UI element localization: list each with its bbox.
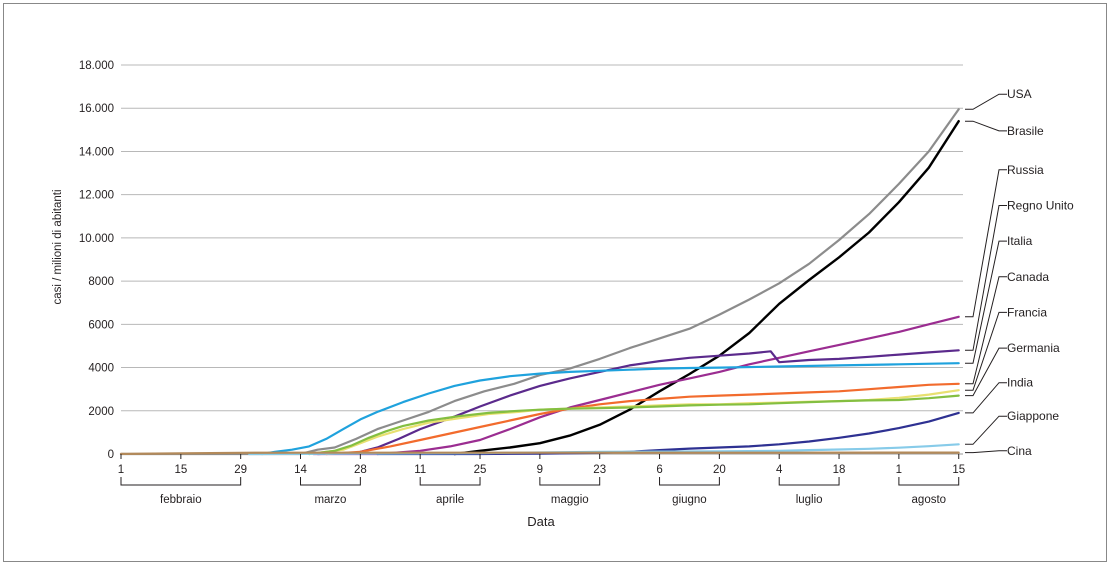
series-line-cina: [119, 451, 960, 455]
month-bracket: [539, 477, 601, 486]
series-lines: [119, 108, 960, 456]
y-tick-label: 0: [108, 449, 114, 461]
x-tick-label: 14: [294, 464, 307, 476]
end-labels: USA Brasile Russia Regno Unito Italia Canada F…: [965, 87, 1074, 458]
month-bracket: [659, 477, 720, 486]
y-tick-label: 14.000: [79, 146, 114, 158]
month-bracket: [898, 477, 960, 486]
month-label: giugno: [672, 494, 707, 506]
chart-frame: [3, 3, 1107, 562]
series-line-brasile: [453, 120, 960, 456]
series-line-canada: [325, 382, 960, 456]
series-label: Francia: [1007, 305, 1047, 319]
y-tick-label: 10.000: [79, 233, 114, 245]
x-tick-label: 18: [833, 464, 846, 476]
y-tick-label: 6000: [88, 319, 114, 331]
y-axis-label: casi / milioni di abitanti: [52, 189, 64, 304]
series-line-regno-unito: [316, 349, 960, 456]
leader-line: [965, 120, 1007, 132]
x-tick-label: 9: [537, 464, 543, 476]
x-tick-label: 28: [354, 464, 367, 476]
x-tick-label: 11: [414, 464, 426, 476]
series-label: Germania: [1007, 341, 1060, 355]
leader-line: [965, 347, 1007, 397]
leader-line: [965, 169, 1007, 318]
leader-line: [965, 382, 1007, 414]
x-tick-label: 1: [118, 464, 124, 476]
y-tick-label: 18.000: [79, 60, 114, 72]
month-bracket: [778, 477, 840, 486]
x-axis: 1 15 29 14 28 11 25 9 23 6 20 4 18 1 15 febbraio marzo ap…: [118, 454, 965, 506]
y-tick-label: 12.000: [79, 190, 114, 202]
series-label: Cina: [1007, 444, 1032, 458]
leader-line: [965, 93, 1007, 110]
series-label: Russia: [1007, 163, 1044, 177]
y-tick-label: 2000: [88, 406, 114, 418]
x-tick-label: 6: [656, 464, 662, 476]
x-tick-label: 1: [896, 464, 902, 476]
x-tick-label: 25: [474, 464, 487, 476]
leader-line: [965, 311, 1007, 391]
y-tick-label: 8000: [88, 276, 114, 288]
series-line-italia: [260, 362, 960, 456]
series-label: Brasile: [1007, 124, 1044, 138]
x-tick-label: 15: [952, 464, 965, 476]
x-tick-label: 15: [174, 464, 187, 476]
x-tick-label: 23: [593, 464, 606, 476]
month-label: marzo: [314, 494, 346, 506]
x-tick-label: 29: [234, 464, 247, 476]
series-label: Regno Unito: [1007, 198, 1074, 212]
x-tick-label: 4: [776, 464, 783, 476]
x-tick-label: 20: [713, 464, 726, 476]
series-label: Giappone: [1007, 409, 1059, 423]
leader-line: [965, 450, 1007, 454]
month-label: agosto: [912, 494, 947, 506]
y-tick-label: 16.000: [79, 103, 114, 115]
month-bracket: [419, 477, 481, 486]
leader-line: [965, 240, 1007, 364]
x-axis-label: Data: [527, 514, 555, 529]
month-label: aprile: [436, 494, 464, 506]
series-label: Italia: [1007, 234, 1033, 248]
leader-line: [965, 415, 1007, 445]
month-bracket: [300, 477, 361, 486]
y-axis-ticks: 0 2000 4000 6000 8000 10.000 12.000 14.000 16.00…: [79, 60, 114, 461]
series-line-russia: [312, 315, 960, 456]
leader-line: [965, 276, 1007, 385]
series-line-germania: [308, 394, 960, 456]
month-label: maggio: [551, 494, 589, 506]
series-line-usa: [119, 108, 960, 456]
leader-line: [965, 205, 1007, 351]
month-label: luglio: [796, 494, 823, 506]
series-label: Canada: [1007, 270, 1049, 284]
series-label: USA: [1007, 87, 1032, 101]
month-label: febbraio: [160, 494, 202, 506]
y-tick-label: 4000: [88, 363, 114, 375]
month-bracket: [120, 477, 242, 486]
series-label: India: [1007, 376, 1033, 390]
